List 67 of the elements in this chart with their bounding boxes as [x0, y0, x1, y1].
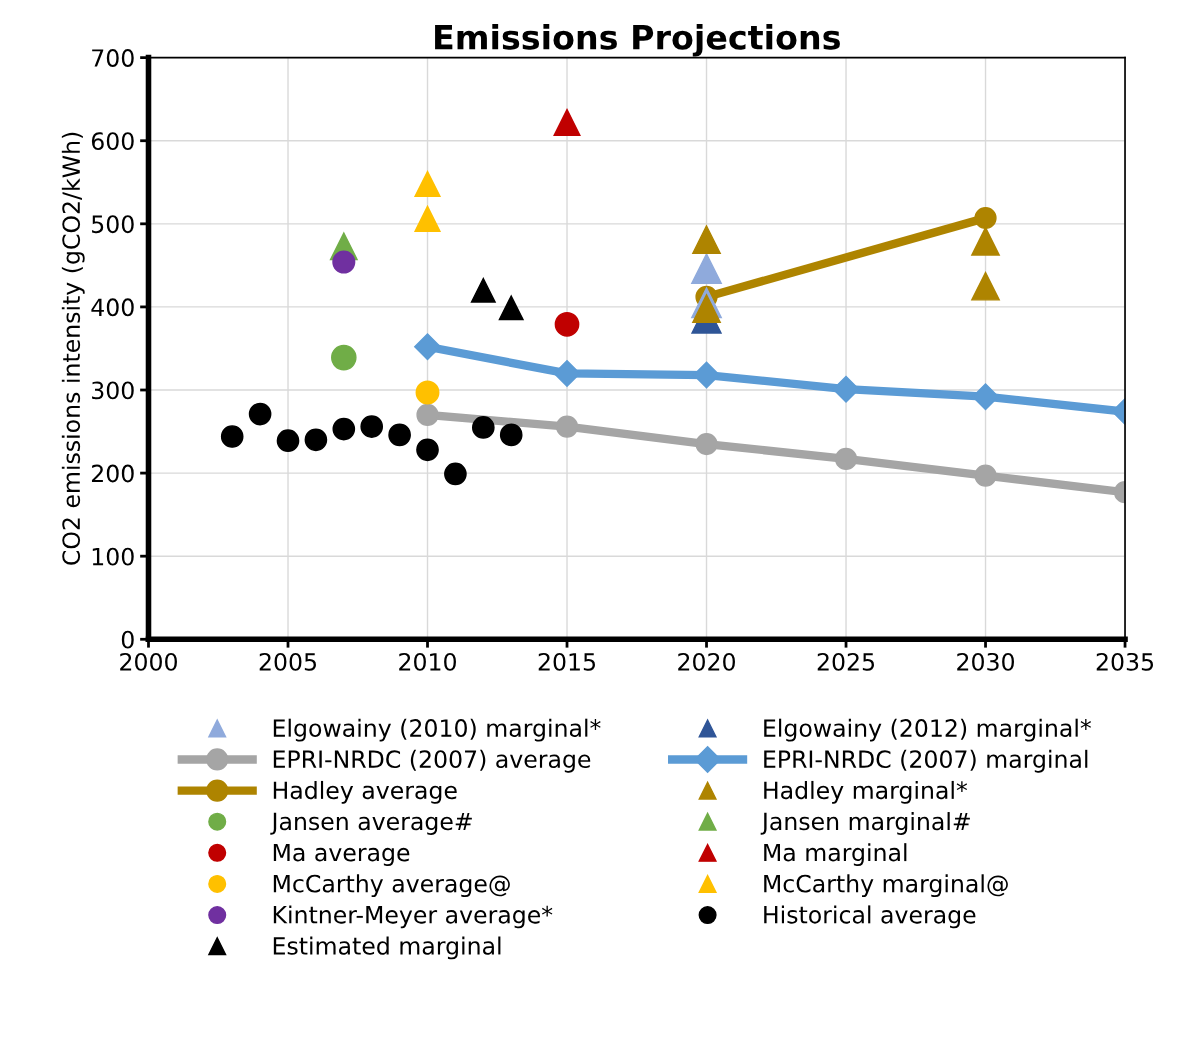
point [555, 415, 579, 438]
chart-title: Emissions Projections [435, 23, 840, 57]
point [692, 225, 721, 254]
legend-label: EPRI-NRDC (2007) marginal [764, 749, 1088, 773]
legend-label: Elgowainy (2010) marginal* [273, 718, 601, 742]
point [971, 271, 1000, 301]
y-tick-label: 700 [92, 49, 134, 67]
point [304, 428, 328, 452]
y-axis-title: CO2 emissions intensity (gCO2/kWh) [61, 132, 85, 565]
legend-label: EPRI-NRDC (2007) average [273, 749, 591, 773]
point [414, 170, 441, 198]
point [498, 295, 524, 321]
y-tick-label: 300 [92, 381, 134, 400]
legend-label: Hadley average [273, 780, 457, 804]
point [388, 423, 411, 447]
legend-label: Kintner-Meyer average* [273, 905, 553, 929]
x-tick-label: 2000 [120, 652, 177, 671]
legend-label: Jansen marginal# [760, 812, 970, 835]
point [444, 462, 467, 486]
y-tick-label: 0 [121, 630, 134, 649]
y-tick-label: 500 [92, 215, 134, 234]
legend-label: Hadley marginal* [764, 780, 968, 804]
point [553, 108, 581, 136]
point [248, 402, 272, 426]
legend-label: Estimated marginal [273, 936, 501, 960]
point [332, 250, 356, 274]
x-tick-label: 2030 [957, 652, 1015, 671]
point [471, 416, 495, 439]
x-tick-label: 2005 [259, 652, 316, 671]
point [972, 383, 999, 411]
point [331, 344, 357, 371]
legend-label: Jansen average# [270, 812, 472, 835]
point [276, 429, 300, 453]
point [691, 253, 722, 285]
point [414, 333, 441, 361]
point [416, 403, 439, 427]
x-tick-label: 2025 [817, 652, 875, 671]
point [834, 447, 858, 471]
legend-label: McCarthy marginal@ [764, 874, 1008, 898]
point [971, 226, 1000, 256]
point [695, 432, 718, 456]
point [974, 464, 997, 487]
legend-label: Elgowainy (2012) marginal* [764, 718, 1092, 742]
point [220, 425, 244, 448]
point [415, 380, 440, 405]
point [832, 375, 860, 403]
point [414, 205, 441, 232]
x-tick-label: 2020 [678, 652, 735, 671]
x-tick-label: 2035 [1096, 652, 1154, 671]
point [499, 423, 523, 447]
legend-label: Ma marginal [764, 843, 907, 867]
point [470, 277, 496, 303]
y-tick-label: 600 [91, 132, 134, 151]
x-tick-label: 2015 [538, 652, 595, 671]
y-tick-label: 200 [91, 464, 134, 483]
point [360, 415, 384, 438]
point [692, 294, 721, 323]
legend-label: Historical average [764, 905, 976, 929]
legend-label: McCarthy average@ [273, 874, 510, 898]
y-tick-label: 100 [92, 547, 134, 566]
point [554, 312, 580, 337]
point [332, 417, 356, 441]
point [416, 438, 439, 462]
point [974, 206, 997, 230]
legend-label: Ma average [273, 843, 410, 867]
x-tick-label: 2010 [399, 652, 456, 671]
y-tick-label: 400 [91, 298, 134, 317]
